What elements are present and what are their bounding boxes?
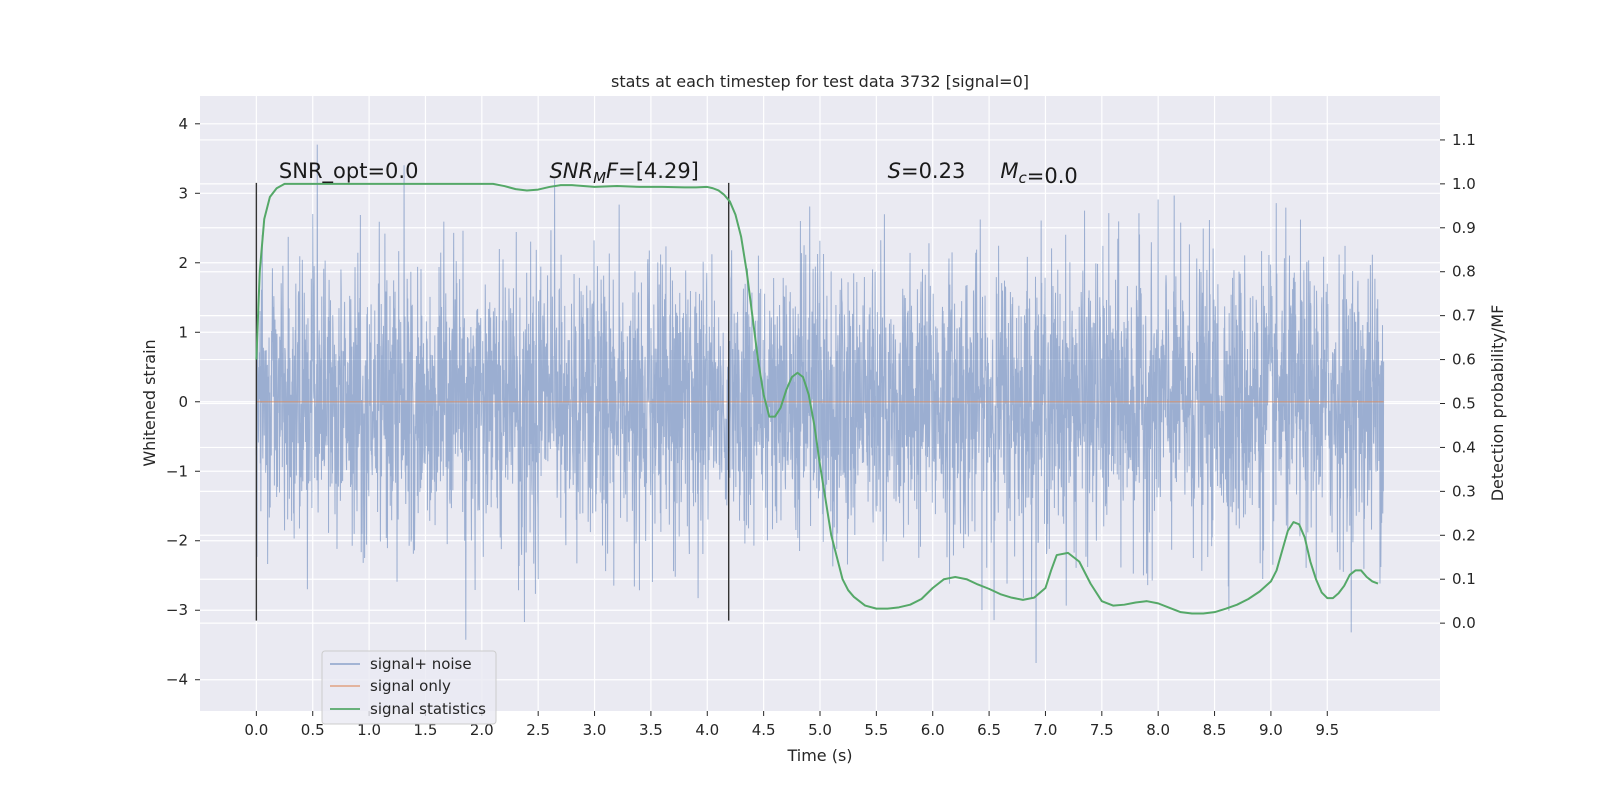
annotations: SNR_opt=0.0 SNRMF=[4.29] S=0.23 Mc=0.0	[279, 159, 1078, 188]
y-left-tick-label-8: −4	[166, 671, 188, 689]
legend-label-stats: signal statistics	[370, 700, 486, 718]
x-tick-label-2: 1.0	[357, 721, 381, 739]
y-left-tick-label-7: −3	[166, 601, 188, 619]
noise-series	[255, 144, 1385, 664]
y-left-tick-label-0: 4	[178, 115, 188, 133]
x-tick-label-18: 9.0	[1259, 721, 1283, 739]
y-left-tick-label-6: −2	[166, 532, 188, 550]
y-left-tick-label-5: −1	[166, 462, 188, 480]
noise-line	[255, 144, 1385, 664]
vertical-markers	[255, 182, 730, 621]
y-right-tick-label-0: 1.1	[1452, 131, 1476, 149]
annotation-snr-opt: SNR_opt=0.0	[279, 159, 419, 184]
y-right-tick-label-7: 0.4	[1452, 438, 1476, 456]
x-tick-label-3: 1.5	[414, 721, 438, 739]
x-tick-label-6: 3.0	[583, 721, 607, 739]
x-tick-label-9: 4.5	[752, 721, 776, 739]
x-tick-label-1: 0.5	[301, 721, 325, 739]
y-left-tick-label-3: 1	[178, 323, 188, 341]
x-tick-label-14: 7.0	[1034, 721, 1058, 739]
x-axis-label: Time (s)	[786, 746, 852, 765]
legend-label-signal: signal only	[370, 677, 451, 695]
y-left-tick-label-4: 0	[178, 393, 188, 411]
x-tick-label-11: 5.5	[864, 721, 888, 739]
x-axis-ticks: 0.0 0.5 1.0 1.5 2.0 2.5 3.0 3.5 4.0 4.5 5.0 5.5 6.0 6…	[244, 711, 1339, 739]
grid	[200, 96, 1440, 711]
x-tick-label-5: 2.5	[526, 721, 550, 739]
x-tick-label-15: 7.5	[1090, 721, 1114, 739]
annotation-s: S=0.23	[888, 159, 966, 183]
x-tick-label-0: 0.0	[244, 721, 268, 739]
x-tick-label-19: 9.5	[1315, 721, 1339, 739]
x-tick-label-13: 6.5	[977, 721, 1001, 739]
y-right-axis-ticks: 1.1 1.0 0.9 0.8 0.7 0.6 0.5 0.4 0.3 0.2 0.1 0.0	[1440, 131, 1476, 632]
y-right-tick-label-4: 0.7	[1452, 307, 1476, 325]
statistics-line	[255, 182, 1379, 615]
x-tick-label-17: 8.5	[1203, 721, 1227, 739]
x-tick-label-16: 8.0	[1146, 721, 1170, 739]
annotation-snr-mf: SNRMF=[4.29]	[549, 159, 698, 187]
x-tick-label-4: 2.0	[470, 721, 494, 739]
y-right-tick-label-8: 0.3	[1452, 482, 1476, 500]
y-right-tick-label-6: 0.5	[1452, 395, 1476, 413]
x-tick-label-8: 4.0	[695, 721, 719, 739]
y-left-tick-label-1: 3	[178, 184, 188, 202]
y-right-tick-label-2: 0.9	[1452, 219, 1476, 237]
y-right-tick-label-1: 1.0	[1452, 175, 1476, 193]
legend-box	[321, 650, 497, 725]
legend: signal+ noise signal only signal statist…	[321, 650, 497, 725]
chart-title: stats at each timestep for test data 373…	[611, 72, 1029, 91]
x-tick-label-10: 5.0	[808, 721, 832, 739]
y-right-tick-label-11: 0.0	[1452, 614, 1476, 632]
y-left-tick-label-2: 2	[178, 254, 188, 272]
x-tick-label-12: 6.0	[921, 721, 945, 739]
y-left-axis-label: Whitened strain	[140, 339, 159, 466]
y-right-tick-label-9: 0.2	[1452, 526, 1476, 544]
y-right-tick-label-3: 0.8	[1452, 263, 1476, 281]
y-right-tick-label-5: 0.6	[1452, 351, 1476, 369]
y-left-axis-ticks: 4 3 2 1 0 −1 −2 −3 −4	[166, 115, 200, 689]
y-right-axis-label: Detection probability/MF	[1488, 305, 1507, 502]
statistics-series	[255, 182, 1379, 615]
annotation-mc: Mc=0.0	[1000, 159, 1077, 188]
y-right-tick-label-10: 0.1	[1452, 570, 1476, 588]
legend-label-noise: signal+ noise	[370, 655, 472, 673]
x-tick-label-7: 3.5	[639, 721, 663, 739]
